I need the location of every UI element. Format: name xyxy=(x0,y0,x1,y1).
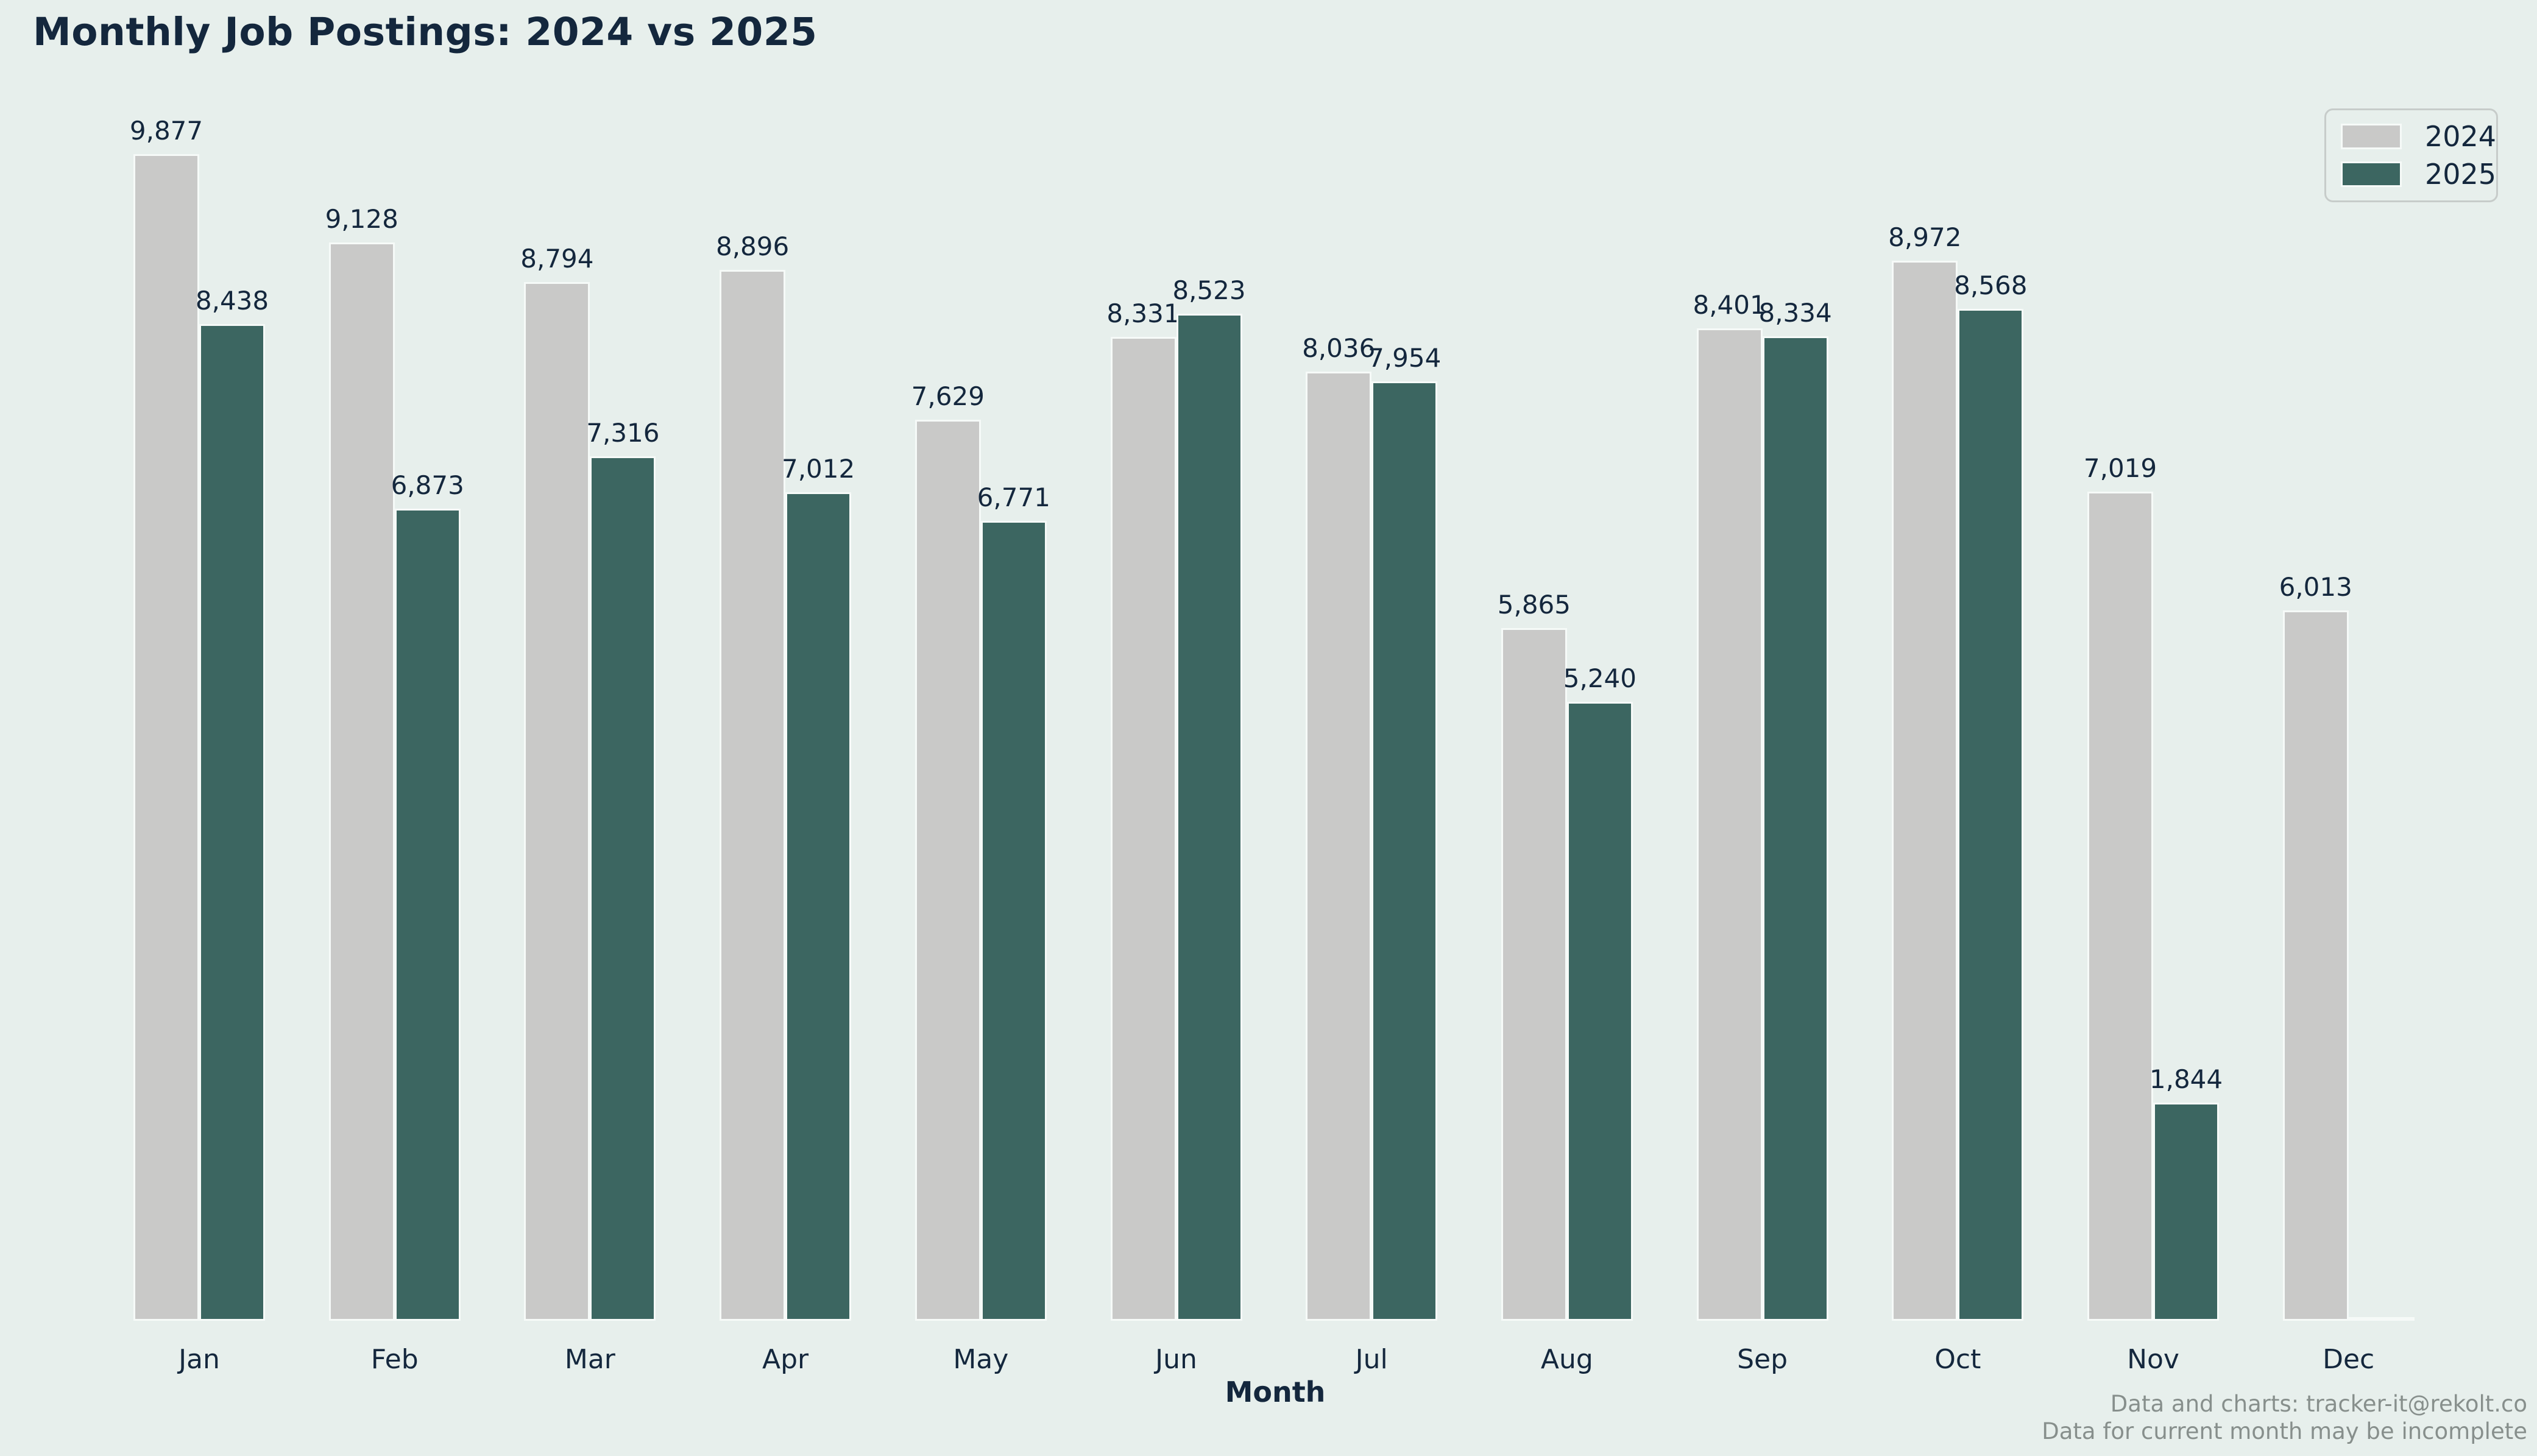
bar-2025-aug xyxy=(1566,702,1633,1321)
bar-2024-oct xyxy=(1892,261,1958,1321)
x-tick-jun: Jun xyxy=(1155,1344,1197,1375)
value-label-2024-sep: 8,401 xyxy=(1693,290,1766,320)
x-tick-feb: Feb xyxy=(370,1344,419,1375)
legend-item-2024: 2024 xyxy=(2341,122,2496,150)
footer-line-source: Data and charts: tracker-it@rekolt.co xyxy=(2110,1391,2527,1417)
bar-2024-aug xyxy=(1501,628,1567,1321)
value-label-2024-jan: 9,877 xyxy=(129,116,203,146)
value-label-2025-sep: 8,334 xyxy=(1758,298,1832,328)
value-label-2025-jul: 7,954 xyxy=(1368,343,1442,373)
value-label-2024-mar: 8,794 xyxy=(520,244,594,274)
x-tick-nov: Nov xyxy=(2127,1344,2179,1375)
value-label-2024-aug: 5,865 xyxy=(1497,590,1571,620)
value-label-2024-may: 7,629 xyxy=(911,381,985,411)
legend-swatch-2024 xyxy=(2341,124,2402,149)
bar-2025-jun xyxy=(1176,314,1242,1321)
bar-2025-oct xyxy=(1958,309,2024,1321)
bar-2025-jan xyxy=(199,324,265,1321)
value-label-2024-jun: 8,331 xyxy=(1106,299,1180,328)
value-label-2025-may: 6,771 xyxy=(977,482,1050,512)
bar-2024-dec xyxy=(2282,610,2349,1321)
value-label-2024-dec: 6,013 xyxy=(2279,572,2352,602)
value-label-2025-mar: 7,316 xyxy=(586,418,660,448)
legend-swatch-2025 xyxy=(2341,161,2402,187)
legend-label-2025: 2025 xyxy=(2425,158,2497,191)
bar-2024-apr xyxy=(720,270,786,1321)
bar-2025-dec xyxy=(2348,1317,2415,1321)
bar-2024-jul xyxy=(1306,372,1372,1321)
bar-2025-jul xyxy=(1371,381,1438,1321)
x-tick-may: May xyxy=(953,1344,1009,1375)
x-tick-oct: Oct xyxy=(1934,1344,1981,1375)
x-tick-apr: Apr xyxy=(762,1344,809,1375)
value-label-2024-jul: 8,036 xyxy=(1302,333,1376,363)
legend-item-2025: 2025 xyxy=(2341,160,2496,188)
bar-2024-may xyxy=(915,420,981,1321)
value-label-2024-feb: 9,128 xyxy=(325,204,398,234)
bar-2025-sep xyxy=(1762,336,1828,1321)
bar-2024-feb xyxy=(328,242,395,1321)
legend-label-2024: 2024 xyxy=(2425,120,2497,153)
footer-line-disclaimer: Data for current month may be incomplete xyxy=(2042,1418,2527,1445)
bar-2025-apr xyxy=(785,492,852,1321)
value-label-2025-jan: 8,438 xyxy=(195,286,269,316)
value-label-2024-apr: 8,896 xyxy=(715,231,790,261)
value-label-2024-oct: 8,972 xyxy=(1888,222,1962,252)
bar-2025-may xyxy=(980,521,1047,1321)
bar-2024-mar xyxy=(524,282,590,1321)
value-label-2024-nov: 7,019 xyxy=(2083,453,2157,483)
bar-2024-jan xyxy=(133,154,199,1321)
chart-title: Monthly Job Postings: 2024 vs 2025 xyxy=(33,10,818,54)
x-tick-mar: Mar xyxy=(564,1344,615,1375)
bar-2024-sep xyxy=(1696,328,1763,1321)
x-tick-dec: Dec xyxy=(2323,1344,2375,1375)
value-label-2025-nov: 1,844 xyxy=(2149,1064,2223,1094)
x-tick-sep: Sep xyxy=(1737,1344,1788,1375)
footer-note: Data and charts: tracker-it@rekolt.co Da… xyxy=(2042,1390,2527,1445)
bar-2024-jun xyxy=(1110,337,1177,1321)
value-label-2025-aug: 5,240 xyxy=(1563,663,1637,693)
x-tick-jul: Jul xyxy=(1355,1344,1388,1375)
x-tick-jan: Jan xyxy=(179,1344,220,1375)
bar-2025-nov xyxy=(2153,1103,2219,1321)
legend: 2024 2025 xyxy=(2324,108,2498,202)
x-tick-aug: Aug xyxy=(1540,1344,1593,1375)
bar-2025-feb xyxy=(394,509,461,1321)
value-label-2025-apr: 7,012 xyxy=(781,454,855,484)
value-label-2025-oct: 8,568 xyxy=(1954,270,2028,300)
bar-2025-mar xyxy=(590,456,656,1321)
value-label-2025-feb: 6,873 xyxy=(391,470,464,500)
bar-2024-nov xyxy=(2087,492,2153,1321)
x-axis-title: Month xyxy=(1225,1376,1326,1408)
value-label-2025-jun: 8,523 xyxy=(1172,275,1246,305)
